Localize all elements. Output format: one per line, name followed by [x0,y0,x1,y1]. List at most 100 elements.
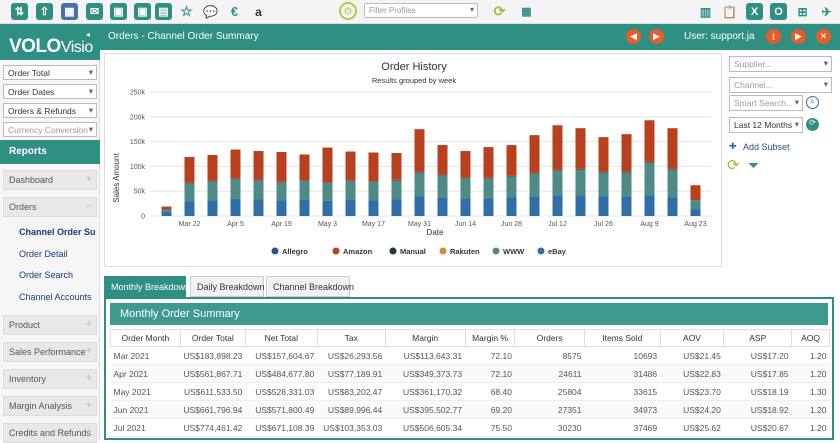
bar-segment-manual[interactable] [299,180,310,181]
calculator-icon[interactable]: ▦ [61,3,78,20]
sort-icon[interactable]: ⇅ [11,3,28,20]
column-header[interactable]: Order Month [110,329,181,347]
bar-segment-ebay[interactable] [552,195,563,216]
bar-segment-ebay[interactable] [184,201,195,216]
bar-segment-ebay[interactable] [368,200,379,216]
reload-icon[interactable]: ⟳ [727,157,740,174]
play-icon[interactable]: ▶ [791,29,806,44]
bar-segment-www[interactable] [276,182,287,201]
bar-segment-amazon[interactable] [483,147,494,178]
bar-segment-amazon[interactable] [276,152,287,182]
sidebar-group-margin-analysis[interactable]: Margin Analysis [3,396,97,416]
bar-segment-www[interactable] [299,180,310,200]
bar-segment-manual[interactable] [575,168,586,170]
power-icon[interactable]: ⏻ [339,2,357,20]
bar-segment-amazon[interactable] [552,125,563,170]
channel-select[interactable]: Channel... [729,77,832,93]
order-dates-select[interactable]: Order Dates [3,84,97,99]
column-header[interactable]: AOQ [791,329,830,347]
bar-segment-ebay[interactable] [621,196,632,216]
add-subset-link[interactable]: Add Subset [743,142,790,152]
bar-segment-ebay[interactable] [506,197,517,216]
bar-segment-manual[interactable] [667,168,678,170]
currency-conversion-select[interactable]: Currency Conversion [3,122,97,137]
bar-segment-amazon[interactable] [529,135,540,173]
forward-arrow-icon[interactable]: ▶ [649,29,664,44]
smart-search-input[interactable]: Smart Search... [729,95,803,111]
table-row[interactable]: Mar 2021 US$183,898.23 US$157,604.67 US$26,… [110,346,830,365]
bar-segment-ebay[interactable] [667,197,678,216]
bar-segment-manual[interactable] [414,171,425,173]
column-header[interactable]: AOV [659,329,725,347]
bar-segment-amazon[interactable] [322,147,333,183]
bar-segment-ebay[interactable] [230,198,241,216]
bar-segment-amazon[interactable] [506,145,517,176]
bar-segment-manual[interactable] [345,180,356,181]
orders-refunds-select[interactable]: Orders & Refunds [3,103,97,118]
bar-segment-ebay[interactable] [483,198,494,216]
sidebar-group-product[interactable]: Product [3,315,97,335]
bar-segment-www[interactable] [414,172,425,197]
collapse-sidebar-icon[interactable]: ◂ [86,30,91,39]
column-header[interactable]: Order Total [179,329,246,347]
bar-segment-www[interactable] [368,181,379,201]
bar-segment-www[interactable] [644,162,655,196]
legend-item-www[interactable]: WWW [492,247,526,256]
chat-icon[interactable]: 💬 [203,4,218,19]
tab-channel-breakdown[interactable]: Channel Breakdown [266,276,354,297]
outlook-icon[interactable]: O [770,3,787,20]
bar-segment-manual[interactable] [207,180,218,182]
bar-segment-amazon[interactable] [299,154,310,181]
handshake-icon[interactable]: ✈ [821,4,832,19]
bar-segment-amazon[interactable] [207,154,218,181]
refresh-icon[interactable]: ⟳ [493,3,506,19]
table-row[interactable]: Apr 2021 US$561,867.71 US$484,677.80 US$77,… [110,364,830,383]
close-icon[interactable]: ✕ [816,29,831,44]
column-header[interactable]: Margin [384,329,466,347]
star-icon[interactable]: ☆ [180,3,193,19]
bar-segment-ebay[interactable] [529,196,540,216]
windows-icon[interactable]: ⊞ [797,4,808,19]
sidebar-link-channel-order-summary[interactable]: Channel Order Su [19,227,96,237]
table-row[interactable]: Jun 2021 US$661,796.94 US$571,800.49 US$89,… [110,400,830,419]
bar-segment-www[interactable] [575,169,586,196]
bar-segment-www[interactable] [437,175,448,198]
upload-icon[interactable]: ⇧ [36,3,53,20]
bar-segment-manual[interactable] [322,182,333,183]
bar-segment-www[interactable] [184,183,195,202]
column-header[interactable]: Tax [316,329,386,347]
bar-segment-ebay[interactable] [598,196,609,216]
sidebar-link-order-search[interactable]: Order Search [19,270,74,280]
bar-segment-manual[interactable] [621,171,632,173]
bar-segment-amazon[interactable] [184,156,195,183]
bar-segment-ebay[interactable] [575,195,586,216]
bar-segment-amazon[interactable] [414,129,425,172]
period-select[interactable]: Last 12 Months [729,117,803,133]
column-header[interactable]: Items Sold [584,329,661,347]
report-icon[interactable]: ▤ [155,3,172,20]
filter-icon[interactable]: ⏷ [748,157,760,173]
bar-segment-amazon[interactable] [437,145,448,175]
bar-segment-www[interactable] [690,200,701,210]
bar-segment-www[interactable] [506,176,517,198]
bar-segment-manual[interactable] [598,171,609,173]
bar-segment-www[interactable] [552,170,563,196]
bar-segment-ebay[interactable] [690,209,701,216]
bar-segment-www[interactable] [391,180,402,200]
bar-segment-www[interactable] [207,181,218,201]
bar-segment-manual[interactable] [276,181,287,183]
column-header[interactable]: Net Total [244,329,318,347]
tab-daily-breakdown[interactable]: Daily Breakdown [190,276,265,297]
bar-segment-ebay[interactable] [391,199,402,216]
info-icon[interactable]: i [766,29,781,44]
bar-chart-icon[interactable]: ▥ [699,4,712,19]
bar-segment-manual[interactable] [253,179,264,181]
amazon-icon[interactable]: a [255,4,262,19]
bar-segment-amazon[interactable] [667,128,678,169]
bar-segment-www[interactable] [460,178,471,199]
sidebar-group-dashboard[interactable]: Dashboard [3,170,97,190]
bar-segment-amazon[interactable] [161,206,172,210]
sidebar-link-channel-accounts[interactable]: Channel Accounts [19,292,92,302]
bar-segment-manual[interactable] [368,181,379,182]
bar-segment-ebay[interactable] [322,200,333,216]
